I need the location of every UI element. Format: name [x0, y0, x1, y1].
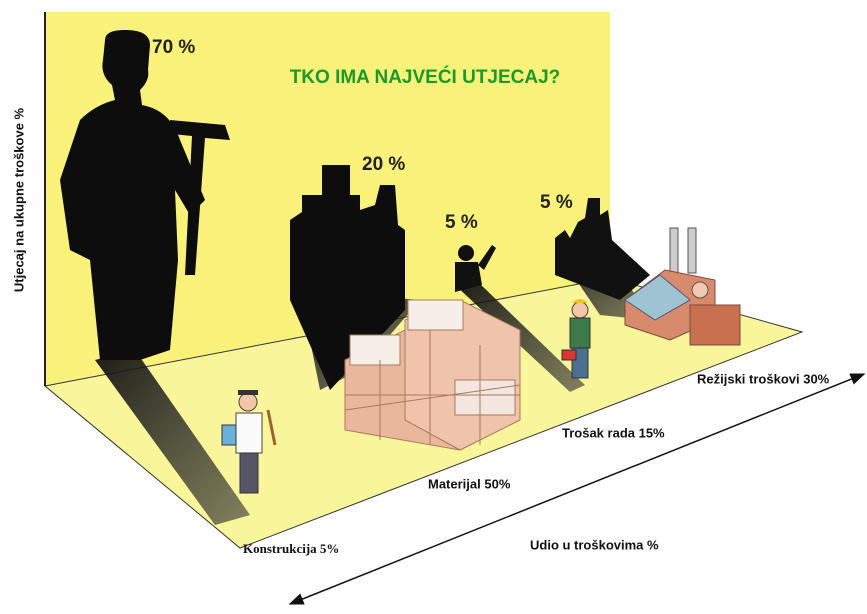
- y-axis-label: Utjecaj na ukupne troškove %: [11, 107, 26, 292]
- influence-label: 20 %: [362, 154, 405, 175]
- designer: [221, 390, 277, 494]
- worker: [561, 299, 591, 379]
- influence-label: 70 %: [152, 37, 195, 58]
- influence-label: 5 %: [445, 212, 478, 233]
- x-axis-label: Udio u troškovima %: [530, 537, 659, 552]
- shadow-designer: [60, 30, 250, 525]
- x-axis-arrow: [288, 373, 866, 605]
- category-label: Režijski troškovi 30%: [697, 371, 830, 386]
- category-label: Materijal 50%: [428, 476, 511, 491]
- category-label: Konstrukcija 5%: [243, 541, 339, 556]
- category-label: Trošak rada 15%: [562, 425, 665, 440]
- influence-label: 5 %: [540, 192, 573, 213]
- title: TKO IMA NAJVEĆI UTJECAJ?: [290, 66, 561, 88]
- factory: [624, 227, 741, 346]
